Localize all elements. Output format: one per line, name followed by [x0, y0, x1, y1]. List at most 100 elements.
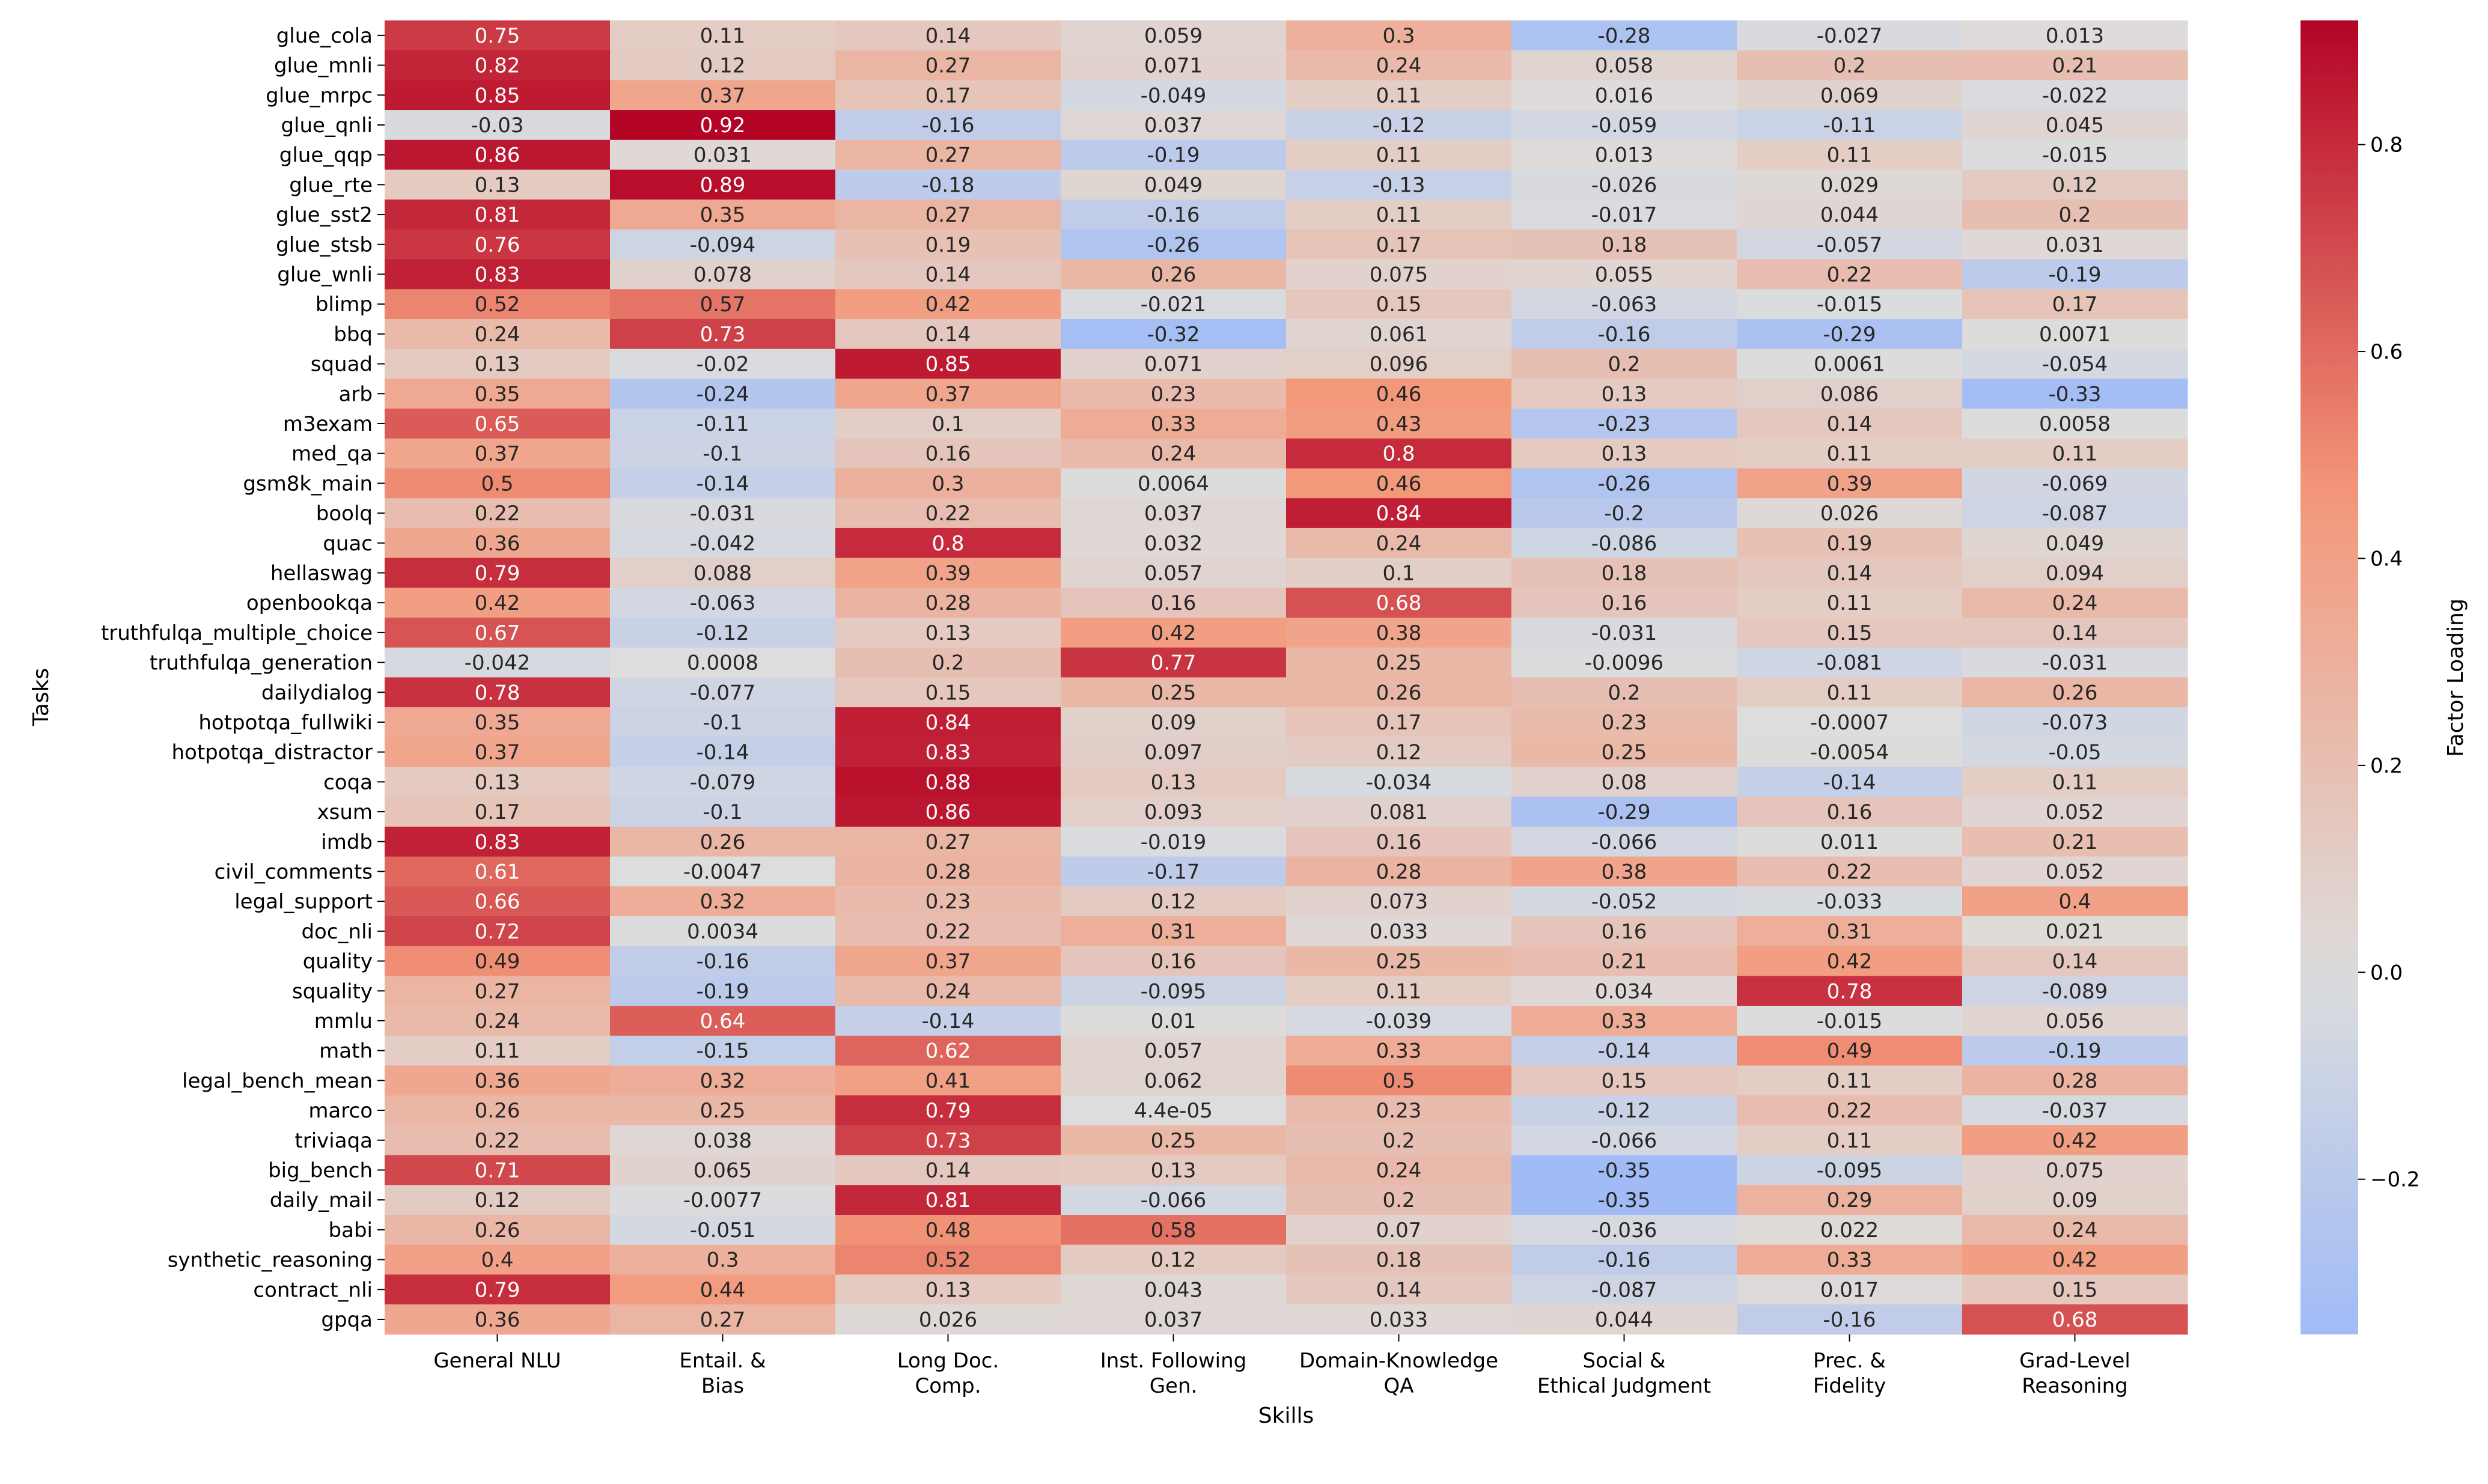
heatmap-cell [1061, 199, 1287, 230]
cell-value-label: 0.0034 [687, 920, 758, 944]
cell-value-label: -0.089 [2042, 979, 2108, 1003]
heatmap-cell [1061, 856, 1287, 887]
cell-value-label: 0.81 [925, 1188, 971, 1212]
colorbar-tick-label: 0.4 [2370, 547, 2403, 571]
cell-value-label: 0.2 [1382, 1129, 1415, 1153]
heatmap-cell [835, 1244, 1061, 1275]
cell-value-label: 0.68 [1376, 591, 1422, 615]
heatmap-cell [1286, 737, 1512, 768]
cell-value-label: 0.075 [2046, 1158, 2104, 1182]
cell-value-label: -0.036 [1591, 1218, 1657, 1242]
cell-value-label: 0.5 [481, 472, 513, 496]
cell-value-label: 0.89 [700, 173, 746, 197]
cell-value-label: 0.097 [1144, 741, 1203, 765]
heatmap-cell [385, 169, 611, 200]
cell-value-label: 0.85 [925, 353, 971, 377]
heatmap-cell [1511, 379, 1737, 409]
cell-value-label: 0.24 [1376, 54, 1422, 78]
task-label: hotpotqa_distractor [171, 741, 373, 765]
heatmap-cell [1286, 767, 1512, 797]
cell-value-label: 0.043 [1144, 1278, 1203, 1302]
heatmap-cell [1061, 1304, 1287, 1335]
heatmap-cell [385, 618, 611, 648]
heatmap-cell [1962, 1065, 2188, 1096]
cell-value-label: 0.15 [1602, 1069, 1647, 1093]
cell-value-label: -0.14 [1598, 1039, 1651, 1063]
cell-value-label: -0.1 [703, 442, 742, 466]
cell-value-label: 0.38 [1602, 860, 1647, 884]
heatmap-cell [385, 976, 611, 1006]
cell-value-label: 0.11 [1827, 1129, 1873, 1153]
heatmap-cell [610, 319, 836, 350]
heatmap-cell [1962, 259, 2188, 290]
cell-value-label: 0.92 [700, 114, 746, 138]
heatmap-cell [1286, 647, 1512, 678]
heatmap-cell [1286, 826, 1512, 857]
cell-value-label: 0.021 [2046, 920, 2104, 944]
cell-value-label: 0.13 [475, 770, 520, 794]
task-label: openbookqa [246, 591, 373, 615]
heatmap-cell [1511, 259, 1737, 290]
skill-label: Bias [701, 1374, 744, 1398]
heatmap-cell [1511, 498, 1737, 529]
cell-value-label: 0.13 [475, 353, 520, 377]
heatmap-cell [385, 468, 611, 499]
cell-value-label: 0.049 [2046, 532, 2104, 556]
heatmap-cell [1286, 916, 1512, 947]
heatmap-cell [1511, 707, 1737, 738]
cell-value-label: 0.31 [1151, 920, 1197, 944]
cell-value-label: 0.27 [700, 1308, 746, 1332]
cell-value-label: -0.039 [1366, 1009, 1432, 1033]
cell-value-label: 0.061 [1370, 323, 1428, 347]
cell-value-label: -0.1 [703, 711, 742, 735]
heatmap-cell [1286, 1155, 1512, 1185]
heatmap-cell [1286, 199, 1512, 230]
cell-value-label: 0.39 [925, 561, 971, 585]
heatmap-cell [1061, 1006, 1287, 1036]
cell-value-label: 0.28 [2052, 1069, 2098, 1093]
cell-value-label: 0.0008 [687, 651, 758, 675]
cell-value-label: -0.33 [2049, 382, 2102, 406]
cell-value-label: -0.042 [465, 651, 531, 675]
heatmap-cell [835, 139, 1061, 171]
heatmap-cell [1737, 976, 1963, 1006]
cell-value-label: 0.12 [700, 54, 746, 78]
cell-value-label: -0.24 [697, 382, 749, 406]
cell-value-label: -0.15 [697, 1039, 749, 1063]
cell-value-label: -0.017 [1591, 203, 1657, 227]
heatmap-cell [385, 1006, 611, 1036]
cell-value-label: 0.73 [925, 1129, 971, 1153]
heatmap-cell [1511, 1274, 1737, 1305]
heatmap-cell [1286, 1304, 1512, 1335]
cell-value-label: -0.077 [690, 681, 756, 705]
task-label: synthetic_reasoning [168, 1248, 373, 1273]
cell-value-label: 0.11 [1376, 84, 1422, 108]
cell-value-label: 0.14 [925, 24, 971, 48]
heatmap-cell [835, 319, 1061, 350]
cell-value-label: 0.85 [475, 84, 520, 108]
task-label: civil_comments [215, 860, 373, 884]
cell-value-label: -0.0007 [1810, 711, 1889, 735]
heatmap-cell [610, 588, 836, 618]
cell-value-label: 0.88 [925, 770, 971, 794]
cell-value-label: 0.84 [925, 711, 971, 735]
cell-value-label: 0.0058 [2039, 412, 2111, 436]
heatmap-cell [1061, 468, 1287, 499]
heatmap-cell [835, 1155, 1061, 1185]
cell-value-label: 0.14 [1376, 1278, 1422, 1302]
heatmap-cell [1061, 1185, 1287, 1215]
cell-value-label: 0.16 [1602, 591, 1647, 615]
heatmap-cell [1737, 50, 1963, 81]
heatmap-cell [385, 528, 611, 559]
task-label: hellaswag [270, 561, 373, 585]
heatmap-cell [385, 916, 611, 947]
heatmap-cell [610, 139, 836, 171]
heatmap-cell [385, 319, 611, 350]
cell-value-label: 0.038 [694, 1129, 752, 1153]
heatmap-cell [1061, 1215, 1287, 1245]
cell-value-label: 0.84 [1376, 502, 1422, 526]
cell-value-label: 0.23 [925, 890, 971, 914]
heatmap-cell [385, 946, 611, 976]
heatmap-cell [1737, 737, 1963, 768]
